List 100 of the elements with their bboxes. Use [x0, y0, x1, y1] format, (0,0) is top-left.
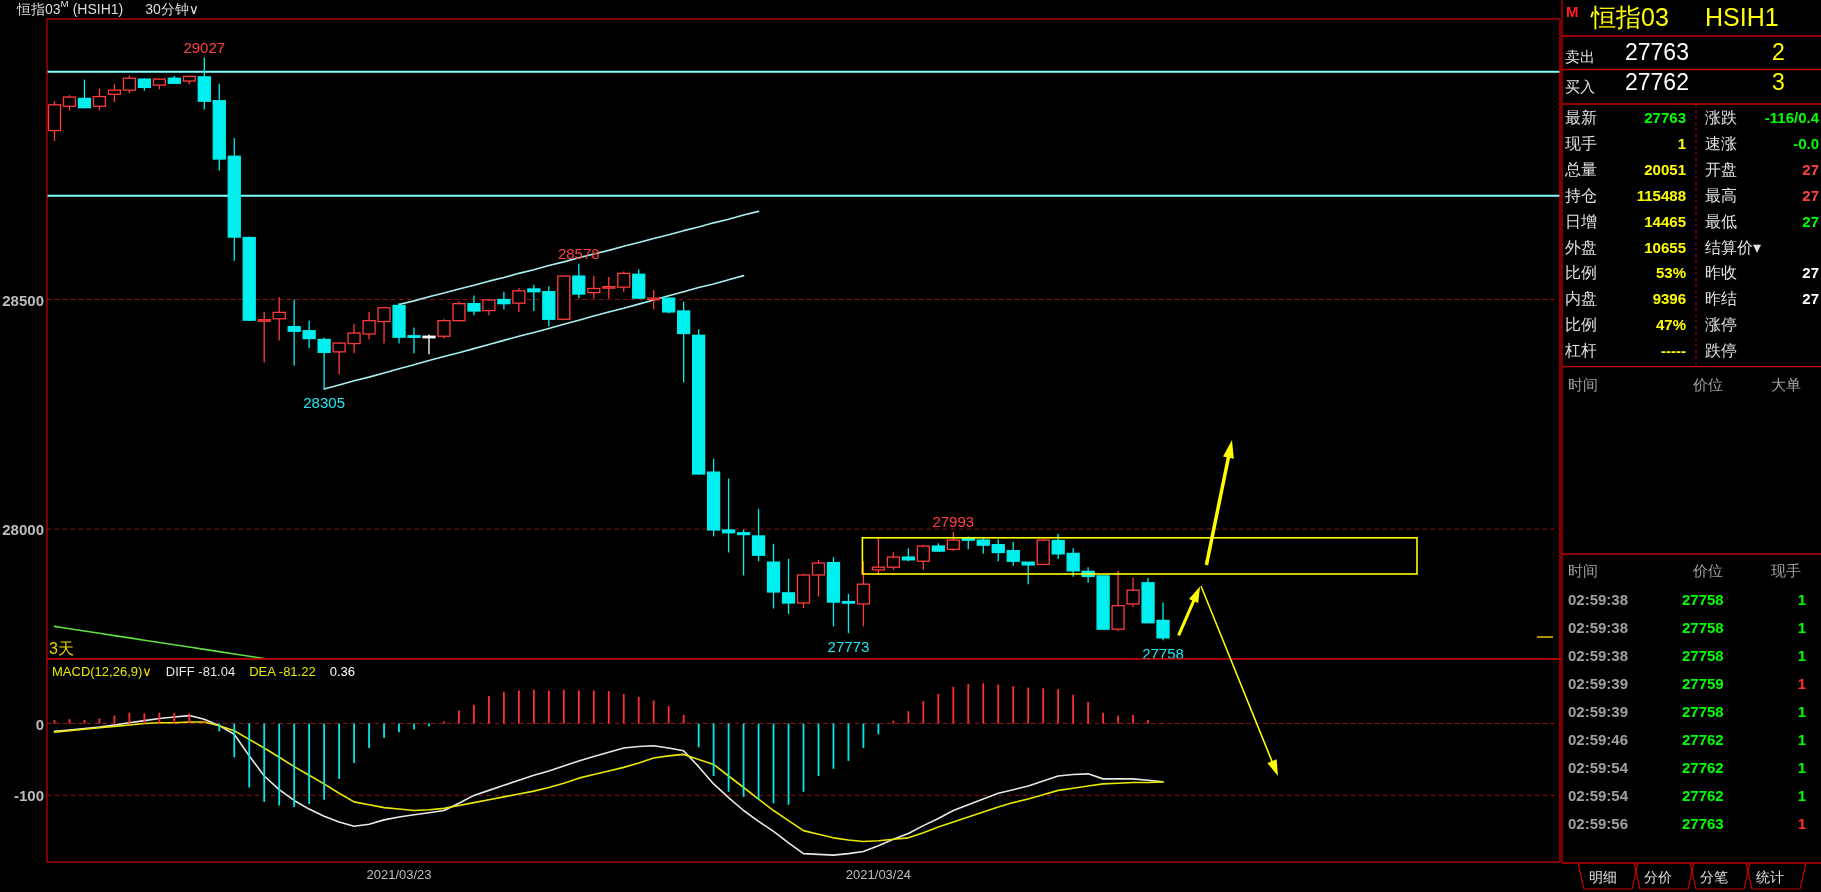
candlestick — [467, 294, 481, 316]
candlestick — [572, 263, 586, 299]
x-tick-label: 2021/03/24 — [845, 866, 911, 882]
text: 昨结 — [1705, 289, 1737, 307]
text: 2 — [1772, 39, 1785, 65]
text: 1 — [1797, 674, 1806, 692]
text: 统计 — [1756, 869, 1784, 885]
y-tick-label: 28000 — [2, 520, 44, 538]
candlestick — [632, 268, 646, 300]
candlestick — [497, 291, 511, 311]
text: 1 — [1797, 702, 1806, 720]
text: 现手 — [1771, 561, 1801, 579]
text: 杠杆 — [1564, 341, 1597, 359]
text: 结算价▾ — [1705, 238, 1762, 255]
candlestick — [946, 531, 960, 552]
text: 27 — [1802, 212, 1819, 230]
text: 1 — [1797, 618, 1806, 636]
text: 27762 — [1682, 786, 1724, 804]
annotation: 28578 — [557, 244, 600, 262]
text: 1 — [1797, 590, 1806, 608]
candlestick — [991, 538, 1005, 562]
candlestick — [736, 528, 751, 577]
text: 最高 — [1705, 186, 1737, 204]
text: 02:59:38 — [1568, 590, 1629, 608]
text: 时间 — [1568, 375, 1598, 393]
text: 27762 — [1682, 758, 1724, 776]
text: 明细 — [1589, 869, 1617, 885]
candlestick — [781, 558, 796, 615]
text: 最新 — [1565, 108, 1597, 126]
text: 02:59:39 — [1568, 674, 1629, 692]
text: 1 — [1677, 134, 1686, 152]
text: 27763 — [1644, 108, 1686, 126]
text: 27758 — [1682, 618, 1724, 636]
text: 开盘 — [1705, 160, 1737, 178]
text: 3 — [1772, 69, 1785, 95]
candlestick — [1051, 533, 1065, 560]
annotation: 29027 — [183, 38, 226, 56]
text: 跌停 — [1705, 341, 1737, 359]
candlestick — [317, 336, 331, 390]
candlestick — [916, 544, 930, 571]
text: 内盘 — [1565, 289, 1597, 307]
text: 9396 — [1652, 289, 1686, 307]
annotation: 27758 — [1142, 644, 1184, 662]
text: 27 — [1802, 186, 1819, 204]
x-tick-label: 2021/03/23 — [366, 866, 432, 882]
candlestick — [302, 319, 316, 349]
text: 27762 — [1682, 730, 1724, 748]
candlestick — [647, 289, 661, 311]
text: 比例 — [1565, 315, 1597, 333]
text: DEA -81.22 — [249, 663, 316, 679]
text: 47% — [1655, 315, 1686, 333]
candlestick — [1021, 561, 1035, 585]
candlestick — [287, 298, 301, 367]
text: 价位 — [1692, 375, 1723, 393]
text: 02:59:54 — [1568, 758, 1629, 776]
text: 27 — [1802, 289, 1819, 307]
candlestick — [602, 276, 616, 300]
candlestick — [871, 536, 886, 576]
line-series — [323, 274, 745, 390]
text: -0.0 — [1793, 134, 1819, 152]
text: 买入 — [1565, 77, 1595, 95]
text: 02:59:38 — [1568, 618, 1629, 636]
text: -116/0.4 — [1764, 108, 1820, 126]
text: 10655 — [1644, 238, 1686, 255]
text: 02:59:54 — [1568, 786, 1629, 804]
candlestick — [1006, 541, 1020, 567]
text: 大单 — [1771, 375, 1801, 393]
text: 1 — [1797, 786, 1806, 804]
text: 现手 — [1565, 134, 1597, 152]
text: 分价 — [1644, 869, 1672, 885]
text: 持仓 — [1565, 186, 1597, 204]
candlestick — [1111, 570, 1125, 632]
text: 27758 — [1682, 590, 1724, 608]
text: 恒指03 — [1590, 3, 1669, 31]
text: DIFF -81.04 — [165, 663, 236, 679]
candlestick — [677, 301, 691, 384]
candlestick — [811, 559, 826, 598]
text: 最低 — [1705, 212, 1737, 230]
text: 20051 — [1644, 160, 1686, 178]
candlestick — [856, 560, 871, 628]
annotation: 3天 — [49, 639, 74, 657]
text: 02:59:56 — [1568, 814, 1629, 832]
candlestick — [841, 593, 856, 634]
text: 涨停 — [1705, 315, 1737, 333]
text: 外盘 — [1565, 238, 1597, 255]
candlestick — [92, 88, 107, 112]
text: 分笔 — [1700, 869, 1728, 885]
text: 速涨 — [1705, 134, 1737, 152]
text: 27758 — [1682, 702, 1724, 720]
annotation: 0.36 — [329, 663, 355, 679]
text: 02:59:39 — [1568, 702, 1629, 720]
text: 14465 — [1644, 212, 1686, 230]
text: 时间 — [1568, 561, 1598, 579]
candlestick — [617, 270, 631, 293]
text: 总量 — [1564, 160, 1597, 178]
y-tick-label: 0 — [35, 715, 44, 732]
text: 1 — [1797, 758, 1806, 776]
candlestick — [527, 284, 541, 312]
text: 02:59:38 — [1568, 646, 1629, 664]
y-tick-label: -100 — [13, 786, 44, 804]
